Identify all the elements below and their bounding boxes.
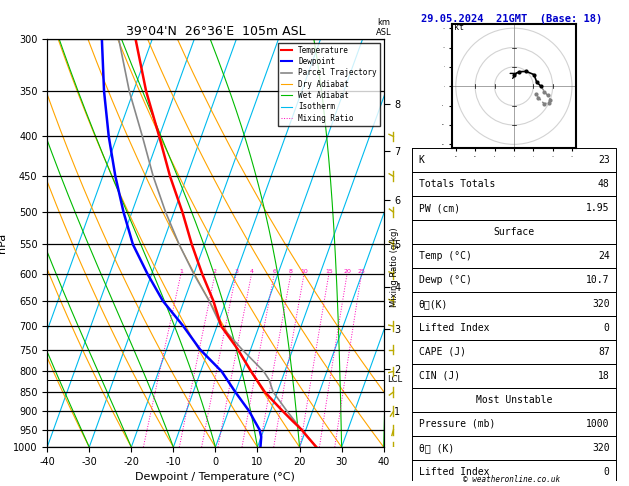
Text: Pressure (mb): Pressure (mb): [419, 419, 495, 429]
Text: 1.95: 1.95: [586, 203, 610, 213]
Text: Lifted Index: Lifted Index: [419, 467, 489, 477]
Text: 29.05.2024  21GMT  (Base: 18): 29.05.2024 21GMT (Base: 18): [421, 14, 602, 24]
Text: kt: kt: [454, 23, 464, 32]
Y-axis label: hPa: hPa: [0, 233, 8, 253]
Text: Dewp (°C): Dewp (°C): [419, 275, 472, 285]
Text: Surface: Surface: [494, 227, 535, 237]
Text: θᴄ (K): θᴄ (K): [419, 443, 454, 453]
Text: 18: 18: [598, 371, 610, 381]
Text: 4: 4: [250, 269, 253, 274]
Text: 6: 6: [272, 269, 276, 274]
Text: 0: 0: [604, 323, 610, 333]
Text: Lifted Index: Lifted Index: [419, 323, 489, 333]
Text: 10.7: 10.7: [586, 275, 610, 285]
Text: CIN (J): CIN (J): [419, 371, 460, 381]
Text: 48: 48: [598, 179, 610, 189]
Text: PW (cm): PW (cm): [419, 203, 460, 213]
Legend: Temperature, Dewpoint, Parcel Trajectory, Dry Adiabat, Wet Adiabat, Isotherm, Mi: Temperature, Dewpoint, Parcel Trajectory…: [277, 43, 380, 125]
Text: CAPE (J): CAPE (J): [419, 347, 465, 357]
Text: 1: 1: [179, 269, 183, 274]
Text: Mixing Ratio (g/kg): Mixing Ratio (g/kg): [390, 227, 399, 307]
Title: 39°04'N  26°36'E  105m ASL: 39°04'N 26°36'E 105m ASL: [126, 25, 305, 38]
Text: 320: 320: [592, 299, 610, 309]
Text: Most Unstable: Most Unstable: [476, 395, 552, 405]
Text: 1000: 1000: [586, 419, 610, 429]
Text: 3: 3: [234, 269, 238, 274]
Text: © weatheronline.co.uk: © weatheronline.co.uk: [463, 474, 560, 484]
Text: 320: 320: [592, 443, 610, 453]
Text: θᴄ(K): θᴄ(K): [419, 299, 448, 309]
Text: 23: 23: [598, 155, 610, 165]
Text: 24: 24: [598, 251, 610, 261]
Text: LCL: LCL: [387, 375, 402, 384]
Text: 15: 15: [325, 269, 333, 274]
Text: 25: 25: [357, 269, 365, 274]
Text: Totals Totals: Totals Totals: [419, 179, 495, 189]
Text: 20: 20: [343, 269, 351, 274]
Text: Temp (°C): Temp (°C): [419, 251, 472, 261]
Text: 10: 10: [300, 269, 308, 274]
Text: 2: 2: [213, 269, 217, 274]
Text: 8: 8: [289, 269, 292, 274]
Text: km
ASL: km ASL: [376, 18, 391, 37]
X-axis label: Dewpoint / Temperature (°C): Dewpoint / Temperature (°C): [135, 472, 296, 483]
Text: K: K: [419, 155, 425, 165]
Text: 0: 0: [604, 467, 610, 477]
Text: 87: 87: [598, 347, 610, 357]
